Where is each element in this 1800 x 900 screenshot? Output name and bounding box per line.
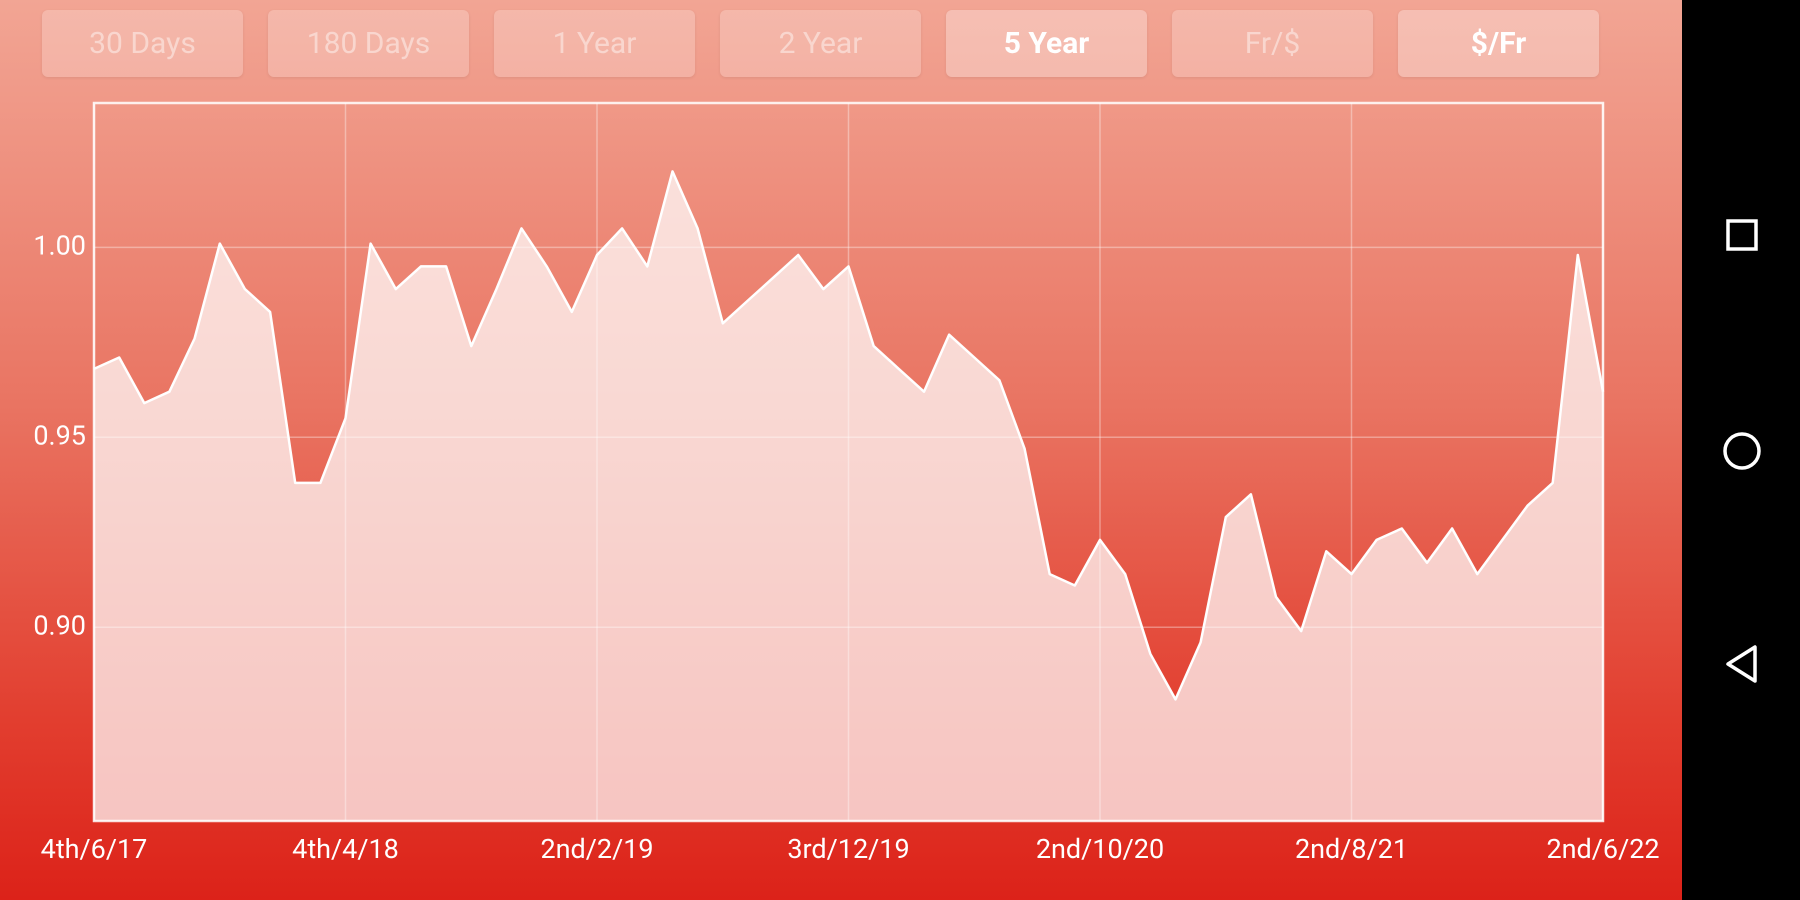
x-tick-label: 3rd/12/19 <box>787 833 909 865</box>
x-tick-label: 4th/6/17 <box>41 833 148 865</box>
area <box>94 171 1603 821</box>
back-button[interactable] <box>1726 645 1757 683</box>
y-tick-label: 0.90 <box>33 609 86 641</box>
y-tick-label: 0.95 <box>33 419 86 451</box>
y-tick-label: 1.00 <box>33 229 86 261</box>
range-button[interactable]: 1 Year <box>494 10 695 77</box>
nav-icons <box>1723 219 1761 683</box>
range-button[interactable]: 2 Year <box>720 10 921 77</box>
chart: 0.90 0.95 1.00 4th/6/17 4th/4/18 2nd/2/19 3rd/… <box>0 0 1682 900</box>
home-button[interactable] <box>1723 432 1761 470</box>
range-button[interactable]: 180 Days <box>268 10 469 77</box>
x-tick-label: 4th/4/18 <box>292 833 399 865</box>
navigation-bar <box>1682 0 1800 900</box>
x-tick-label: 2nd/8/21 <box>1295 833 1408 865</box>
range-buttons: 30 Days 180 Days 1 Year 2 Year 5 Year Fr/$ $/F… <box>42 10 1642 77</box>
app-screen: 30 Days 180 Days 1 Year 2 Year 5 Year Fr/$ $/F… <box>0 0 1682 900</box>
recents-button[interactable] <box>1726 219 1758 251</box>
range-button[interactable]: Fr/$ <box>1172 10 1373 77</box>
plot-border <box>92 101 1605 823</box>
range-button[interactable]: 30 Days <box>42 10 243 77</box>
range-button[interactable]: $/Fr <box>1398 10 1599 77</box>
x-tick-label: 2nd/6/22 <box>1546 833 1659 865</box>
x-tick-label: 2nd/2/19 <box>540 833 653 865</box>
x-tick-label: 2nd/10/20 <box>1036 833 1164 865</box>
range-button[interactable]: 5 Year <box>946 10 1147 77</box>
line <box>93 170 1605 701</box>
